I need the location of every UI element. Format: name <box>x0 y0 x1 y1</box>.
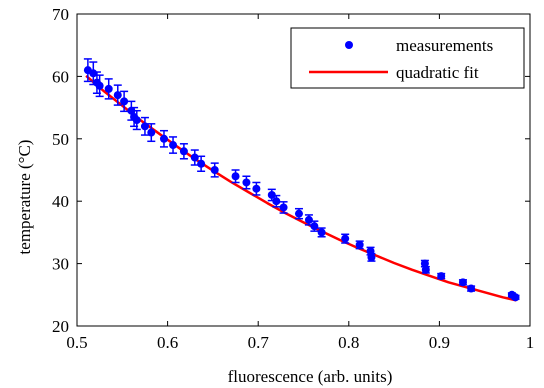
plot-frame <box>76 13 531 327</box>
y-tick-label: 60 <box>52 67 69 86</box>
y-tick-label: 30 <box>52 255 69 274</box>
measurement-marker <box>294 209 303 218</box>
measurement-point <box>467 284 476 293</box>
measurement-point <box>120 90 129 113</box>
x-tick-label: 1 <box>526 333 535 352</box>
measurement-marker <box>437 272 446 281</box>
fit-line-quadratic <box>85 74 517 302</box>
x-tick-label: 0.5 <box>66 333 87 352</box>
measurement-point <box>421 265 430 274</box>
measurement-point <box>140 116 149 136</box>
measurement-marker <box>140 122 149 131</box>
measurement-point <box>242 175 251 190</box>
measurement-marker <box>367 253 376 262</box>
measurement-point <box>169 136 178 154</box>
measurement-marker <box>169 141 178 150</box>
y-axis-label: temperature (°C) <box>15 140 34 255</box>
measurement-marker <box>304 215 313 224</box>
measurement-point <box>210 162 219 178</box>
measurement-marker <box>458 278 467 287</box>
x-tick-label: 0.8 <box>338 333 359 352</box>
fit-line-layer <box>85 74 517 302</box>
measurement-point <box>294 207 303 220</box>
measurement-point <box>190 149 199 166</box>
measurement-point <box>279 201 288 214</box>
y-axis: 20 30 40 50 60 70 <box>52 5 530 336</box>
measurement-point <box>89 61 98 86</box>
measurement-point <box>317 227 326 238</box>
measurement-marker <box>511 293 520 302</box>
x-axis: 0.5 0.6 0.7 0.8 0.9 1 <box>66 14 534 352</box>
measurement-marker <box>272 197 281 206</box>
legend-label-quadratic-fit: quadratic fit <box>396 63 479 82</box>
measurement-point <box>252 181 261 196</box>
measurement-point <box>437 272 446 281</box>
measurement-point <box>179 143 188 160</box>
measurement-point <box>231 169 240 184</box>
x-tick-label: 0.6 <box>157 333 178 352</box>
measurement-point <box>132 109 141 131</box>
measurement-marker <box>467 284 476 293</box>
measurement-marker <box>355 240 364 249</box>
measurement-marker <box>104 84 113 93</box>
legend-marker-measurements <box>345 41 353 49</box>
markers-layer <box>83 58 520 302</box>
measurement-point <box>304 214 313 226</box>
measurement-point <box>511 293 520 302</box>
measurement-marker <box>210 166 219 174</box>
measurement-point <box>147 123 156 143</box>
measurement-marker <box>242 178 251 187</box>
x-axis-label: fluorescence (arb. units) <box>228 367 393 386</box>
measurement-point <box>341 233 350 244</box>
measurement-marker <box>421 265 430 274</box>
measurement-marker <box>317 228 326 237</box>
measurement-point <box>310 220 319 232</box>
measurement-marker <box>420 259 429 268</box>
measurement-marker <box>197 159 206 168</box>
y-tick-label: 50 <box>52 130 69 149</box>
measurement-marker <box>252 184 261 193</box>
measurement-marker <box>113 91 122 100</box>
measurement-marker <box>120 97 129 106</box>
measurement-point <box>113 84 122 106</box>
measurement-marker <box>267 190 276 199</box>
measurement-point <box>367 252 376 262</box>
measurement-point <box>104 78 113 100</box>
measurement-point <box>95 74 104 98</box>
y-tick-label: 40 <box>52 192 69 211</box>
measurement-point <box>355 240 364 250</box>
measurement-marker <box>159 134 168 143</box>
x-tick-label: 0.7 <box>248 333 270 352</box>
measurement-marker <box>179 147 188 156</box>
legend-label-measurements: measurements <box>396 36 493 55</box>
measurement-point <box>197 155 206 172</box>
measurement-point <box>159 129 168 148</box>
measurement-marker <box>89 69 98 78</box>
measurement-marker <box>341 234 350 243</box>
measurement-point <box>272 194 281 208</box>
measurement-marker <box>95 81 104 90</box>
y-tick-label: 70 <box>52 5 69 24</box>
legend-box <box>290 27 525 89</box>
measurement-marker <box>147 128 156 137</box>
y-tick-label: 20 <box>52 317 69 336</box>
measurement-point <box>458 278 467 287</box>
x-tick-label: 0.9 <box>429 333 450 352</box>
legend: measurements quadratic fit <box>290 27 525 89</box>
measurement-marker <box>231 172 240 181</box>
measurement-marker <box>132 116 141 125</box>
measurement-marker <box>279 203 288 212</box>
measurement-marker <box>310 222 319 231</box>
measurement-marker <box>190 153 199 162</box>
